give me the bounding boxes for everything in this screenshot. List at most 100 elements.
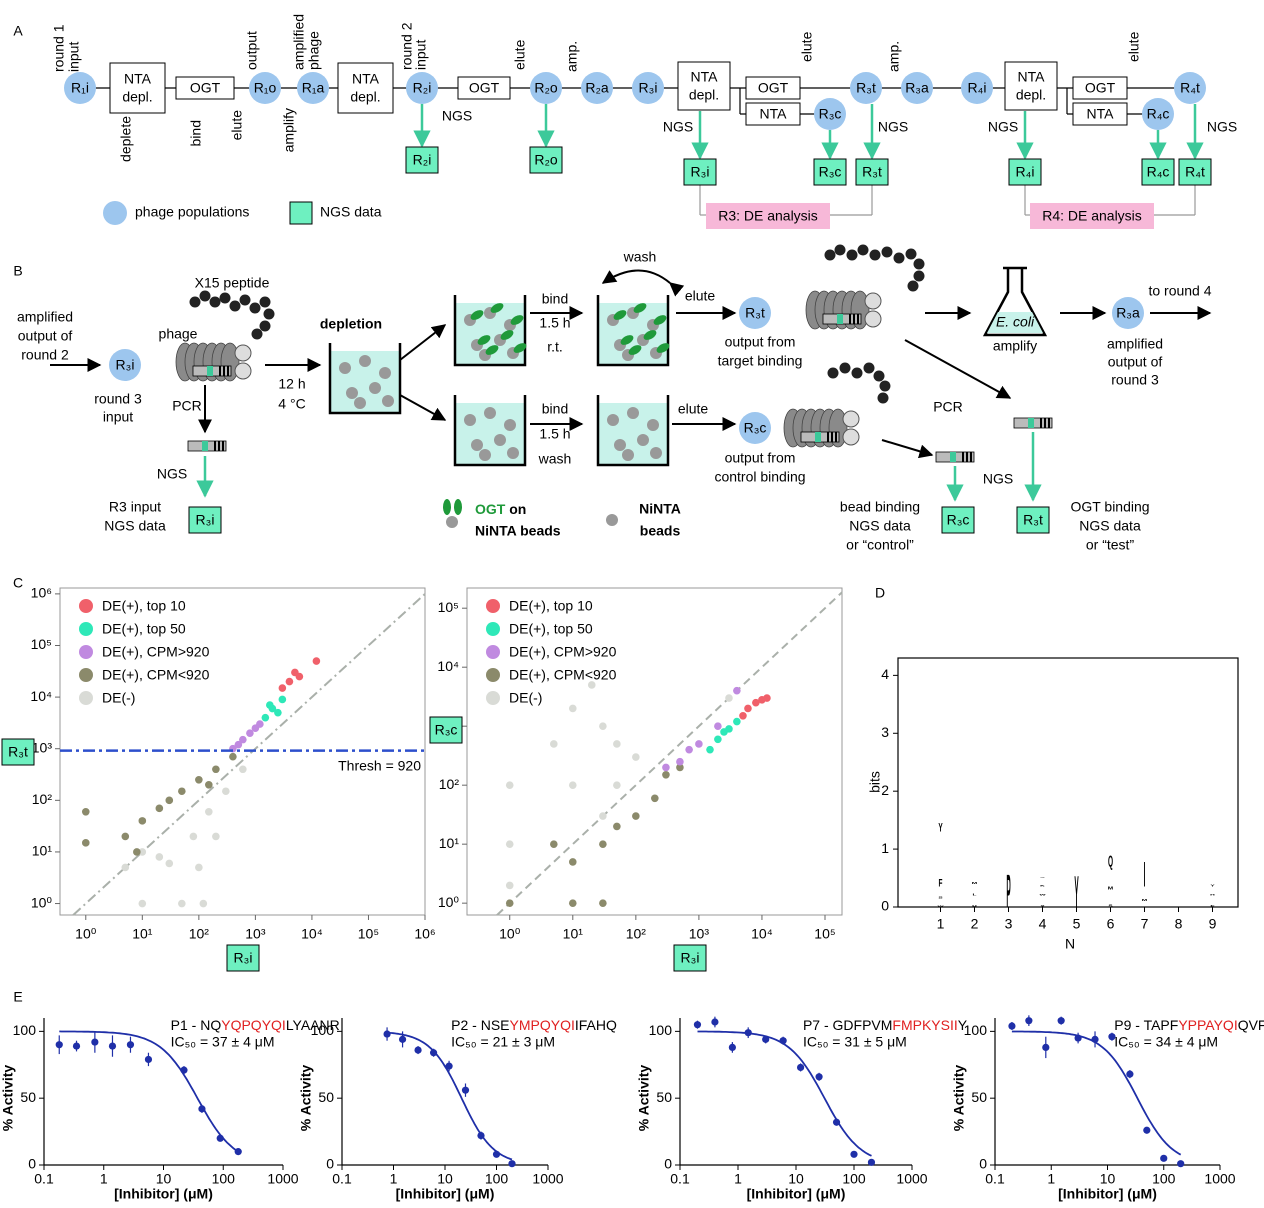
label: PCR [933, 399, 963, 415]
logo-letter: Q [1040, 877, 1046, 878]
x-tick-label: 9 [1209, 916, 1217, 932]
de-analysis-box [706, 203, 830, 229]
point [779, 1037, 787, 1045]
bead [479, 449, 491, 461]
logo-letter: S [1108, 904, 1113, 908]
step-label: OGT [190, 80, 221, 96]
label: 4 °C [278, 396, 305, 412]
point [1177, 1160, 1185, 1168]
title-part: P9 - TAPF [1114, 1017, 1178, 1033]
point [796, 1063, 805, 1072]
label: r.t. [547, 339, 563, 355]
step-annotation: elute [229, 110, 245, 141]
phage-tip [842, 428, 860, 446]
legend-label: DE(+), CPM<920 [509, 667, 617, 683]
point [121, 863, 130, 872]
x-tick-label: 100 [842, 1171, 866, 1187]
point [815, 1073, 823, 1081]
point [587, 681, 596, 689]
peptide-residue [229, 300, 241, 312]
dna-stripe [849, 314, 851, 324]
logo-letter: W [1039, 894, 1046, 896]
diagonal [496, 591, 843, 916]
ngs-label: R₃t [8, 744, 28, 760]
arrow [881, 439, 934, 459]
fit-curve [1011, 1030, 1182, 1156]
step-annotation: amp. [886, 41, 902, 72]
ngs-label: R₂o [534, 152, 558, 168]
point [222, 787, 230, 796]
logo-letter: P [1006, 865, 1010, 917]
point [477, 1132, 485, 1140]
y-tick-label: 4 [881, 666, 889, 682]
label: output of [1108, 354, 1163, 370]
dna-stripe [223, 366, 225, 376]
ngs-text: NGS [1207, 119, 1237, 135]
point [178, 899, 186, 908]
logo-letter: F [939, 877, 943, 889]
population-label: R₃c [819, 106, 842, 122]
flask-liquid [987, 312, 1043, 333]
population-node [1142, 98, 1174, 130]
bead [346, 387, 358, 399]
x-tick-label: 10 [1100, 1171, 1116, 1187]
ngs-box [1008, 158, 1042, 186]
population-node [901, 72, 933, 104]
dna-insert [1028, 418, 1034, 428]
phage-tip [864, 310, 882, 328]
point [758, 696, 766, 704]
legend-swatch [486, 599, 500, 613]
population-node [581, 72, 613, 104]
label: NGS [983, 471, 1013, 487]
population-label: R₃c [744, 420, 767, 436]
label: bind [542, 401, 568, 417]
bead [379, 367, 391, 379]
ngs-box [226, 944, 260, 972]
title-part: IFAHQ [575, 1017, 617, 1033]
bead [614, 439, 626, 451]
y-tick-label: 100 [964, 1022, 988, 1038]
dna-insert [837, 314, 843, 324]
dna-stripe [227, 366, 229, 376]
beaker [596, 395, 670, 467]
point [714, 735, 722, 744]
x-tick-label: 6 [1107, 916, 1115, 932]
point [867, 1158, 876, 1166]
x-tick-label: 10² [189, 926, 210, 942]
point [832, 1118, 841, 1126]
step-label: depl. [350, 89, 380, 105]
x-tick-label: 10 [788, 1171, 804, 1187]
peptide-residue [263, 308, 275, 320]
point [212, 765, 220, 774]
step-annotation: deplete [118, 116, 134, 162]
step-box [745, 102, 801, 126]
ogt [470, 310, 484, 320]
ngs-box [405, 146, 439, 174]
x-tick-label: 4 [1039, 916, 1047, 932]
point [199, 899, 208, 908]
bead [446, 516, 458, 528]
point [278, 695, 287, 704]
logo-letter: Y [1210, 885, 1215, 888]
point [178, 787, 186, 796]
label: control binding [714, 469, 805, 485]
point [1008, 1022, 1016, 1030]
point [550, 840, 558, 848]
point [165, 796, 174, 805]
legend-swatch [103, 201, 127, 225]
x-tick-label: 0.1 [670, 1171, 690, 1187]
point [1091, 1035, 1099, 1043]
legend-swatch [79, 691, 93, 705]
logo-letter: Y [938, 822, 943, 836]
point [205, 780, 213, 789]
step-label: NTA [352, 71, 380, 87]
population-node [1112, 297, 1144, 329]
point [445, 1062, 453, 1070]
bead [369, 382, 381, 394]
dna-stripe [966, 452, 968, 462]
wash-arrow [601, 269, 685, 297]
y-tick-label: 10⁰ [438, 894, 460, 910]
peptide-residue [869, 249, 881, 261]
step-annotation: elute [1126, 31, 1142, 62]
